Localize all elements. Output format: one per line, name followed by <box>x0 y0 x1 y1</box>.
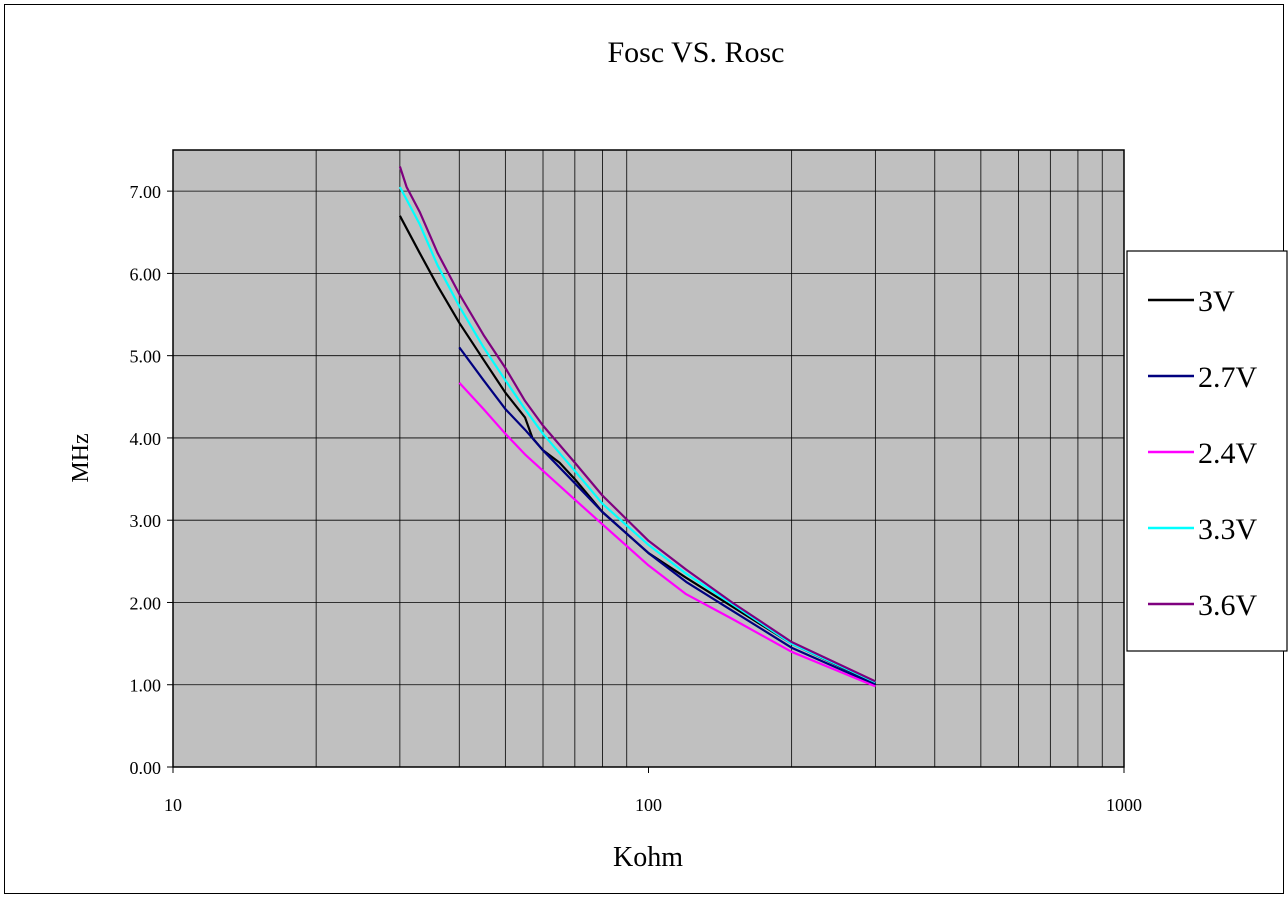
series-line-3-3V <box>398 186 876 684</box>
y-tick-label: 5.00 <box>130 347 162 367</box>
legend-label: 2.4V <box>1198 437 1258 470</box>
x-tick-label: 1000 <box>1106 795 1142 815</box>
legend-label: 3V <box>1198 285 1235 318</box>
legend-label: 3.6V <box>1198 589 1258 622</box>
series-line-2-7V <box>458 346 876 686</box>
y-axis-label: MHz <box>68 433 94 482</box>
x-tick-label: 100 <box>635 795 662 815</box>
x-tick-labels: 10 100 1000 <box>164 767 1142 815</box>
chart-title: Fosc VS. Rosc <box>608 36 785 69</box>
y-tick-label: 2.00 <box>130 593 162 613</box>
y-tick-label: 1.00 <box>130 676 162 696</box>
y-tick-label: 0.00 <box>130 758 162 778</box>
grid <box>173 150 1124 767</box>
y-tick-label: 6.00 <box>130 264 162 284</box>
y-tick-labels: 0.00 1.00 2.00 3.00 4.00 5.00 6.00 7.00 <box>130 182 173 778</box>
series-line-2-4V <box>458 382 876 688</box>
y-tick-label: 4.00 <box>130 429 162 449</box>
y-tick-label: 3.00 <box>130 511 162 531</box>
series-layer <box>398 166 876 688</box>
x-axis-label: Kohm <box>613 842 683 873</box>
legend-label: 3.3V <box>1198 513 1258 546</box>
legend: 3V 2.7V 2.4V 3.3V 3.6V <box>1126 250 1288 652</box>
series-line-3-6V <box>398 166 876 683</box>
plot-area <box>172 149 1125 768</box>
x-tick-label: 10 <box>164 795 182 815</box>
legend-label: 2.7V <box>1198 361 1258 394</box>
y-tick-label: 7.00 <box>130 182 162 202</box>
